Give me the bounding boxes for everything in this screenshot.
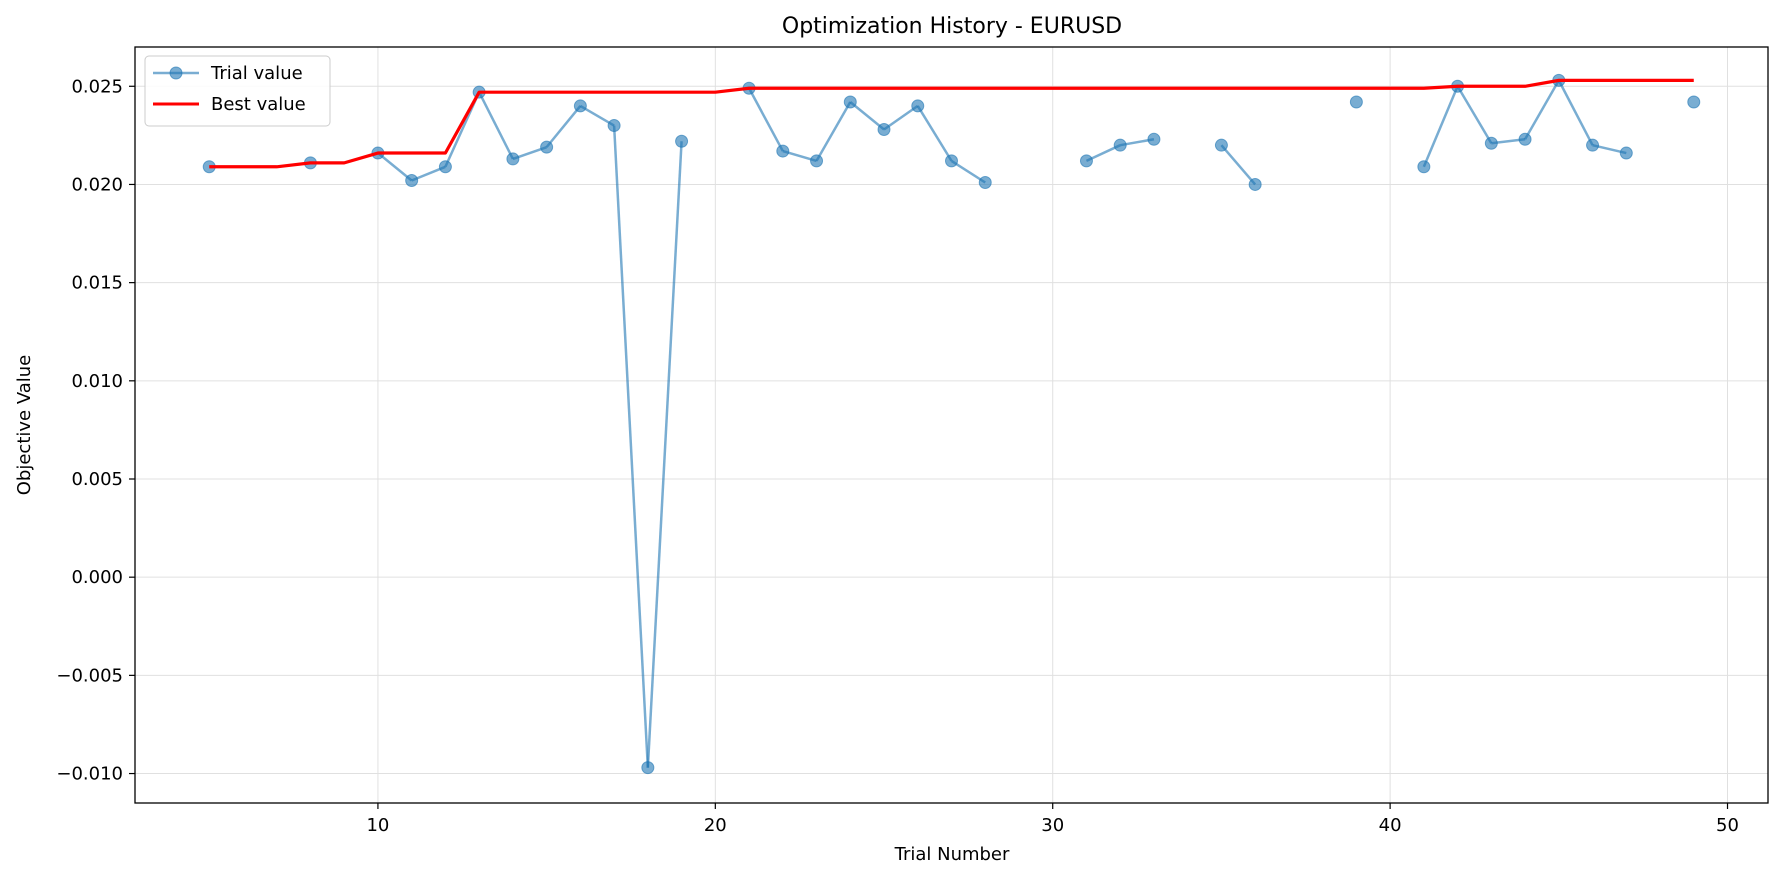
plot-area [202,73,1701,775]
trial-point [945,154,958,168]
legend-best-label: Best value [211,94,306,115]
series-best-value [209,78,1694,169]
y-tick-label: 0.020 [71,174,123,195]
trial-point [843,95,857,109]
trial-segment [1422,85,1459,168]
trial-point [540,140,554,154]
trial-segment [883,104,919,131]
trial-segment [815,101,852,162]
trial-segment [747,87,784,152]
x-tick-label: 20 [704,815,727,836]
trial-point [1619,146,1633,160]
trial-segment [1456,85,1493,144]
trial-point [911,99,925,113]
trial-segment [545,105,582,148]
trial-point [877,122,891,136]
trial-point [1518,132,1532,146]
trial-segment [579,104,615,127]
trial-segment [1557,79,1594,146]
trial-point [641,761,655,775]
y-tick-label: 0.015 [71,273,123,294]
trial-point [1147,132,1161,146]
trial-point [607,119,621,133]
x-tick-label: 10 [366,815,389,836]
trial-segment [646,141,683,768]
y-tick-label: 0.025 [71,76,123,97]
x-tick-label: 50 [1716,815,1739,836]
trial-point [1214,138,1228,152]
trial-segment [950,159,986,184]
legend-trial-marker [169,66,183,80]
trial-point [978,175,992,189]
trial-point [1586,138,1600,152]
y-tick-label: 0.000 [71,567,123,588]
trial-point [810,154,824,168]
trial-point [573,99,587,113]
axis-ticks: 10 20 30 40 50 −0.010 −0.005 0.000 0.005 0.010 0.0… [56,76,1739,836]
trial-point [1079,154,1093,168]
trial-point [1484,136,1498,150]
y-axis-label: Objective Value [14,355,35,496]
trial-point [1417,160,1431,174]
trial-point [776,144,790,158]
trial-point [438,160,452,174]
trial-segment [1220,144,1257,186]
trial-segment [1523,79,1560,140]
trial-point [1687,95,1701,109]
y-tick-label: 0.010 [71,371,123,392]
trial-segment [377,152,413,182]
trial-segment [849,101,885,131]
trial-point [405,174,419,188]
y-tick-label: −0.010 [56,764,123,785]
x-axis-label: Trial Number [894,844,1010,865]
trial-point [1113,138,1127,152]
x-tick-label: 40 [1379,815,1402,836]
plot-frame [134,46,1769,804]
trial-segment [478,91,514,160]
chart-title: Optimization History - EURUSD [782,14,1122,39]
y-tick-label: −0.005 [56,665,123,686]
legend: Trial value Best value [144,55,331,127]
trial-point [675,134,689,148]
trial-segment [916,105,953,162]
x-tick-label: 30 [1041,815,1064,836]
trial-point [506,152,520,166]
trial-point [1248,177,1262,191]
legend-trial-label: Trial value [210,63,303,84]
y-tick-label: 0.005 [71,469,123,490]
trial-point [1349,95,1363,109]
trial-segment [612,125,650,768]
